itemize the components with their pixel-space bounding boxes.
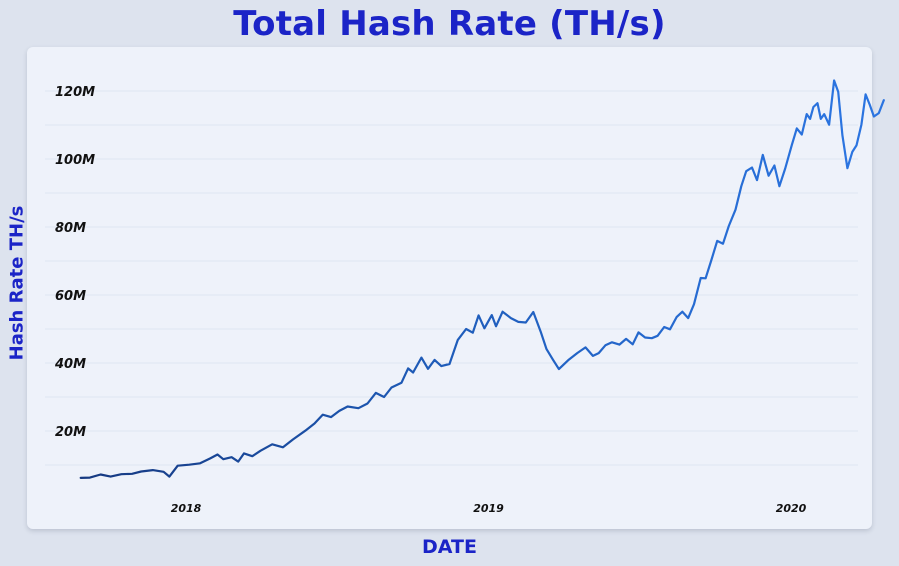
series-line bbox=[79, 79, 885, 479]
y-tick-label: 40M bbox=[54, 357, 86, 372]
y-tick-label: 120M bbox=[55, 85, 95, 100]
y-tick-label: 80M bbox=[55, 221, 86, 236]
x-tick-label: 2019 bbox=[473, 502, 504, 515]
x-tick-label: 2020 bbox=[776, 502, 807, 515]
chart-title: Total Hash Rate (TH/s) bbox=[233, 4, 666, 44]
plot-panel bbox=[27, 47, 872, 529]
y-tick-label: 20M bbox=[55, 425, 86, 440]
y-tick-label: 100M bbox=[55, 153, 95, 168]
x-tick-label: 2018 bbox=[171, 502, 202, 515]
y-tick-label: 60M bbox=[55, 289, 86, 304]
x-axis-label: DATE bbox=[422, 536, 477, 558]
